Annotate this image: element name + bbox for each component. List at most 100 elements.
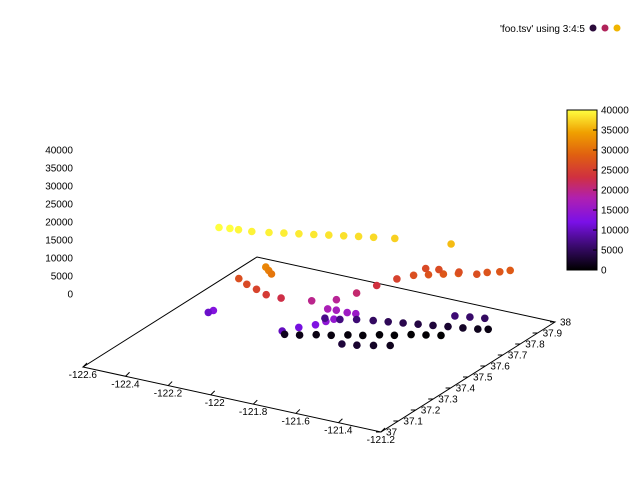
z-tick-label: 15000	[45, 236, 73, 247]
z-tick-label: 30000	[45, 182, 73, 193]
colorbar-tick-label: 10000	[601, 226, 629, 237]
data-point	[481, 314, 489, 323]
z-tick-label: 25000	[45, 200, 73, 211]
x-tick-mark	[82, 362, 88, 368]
data-point	[312, 330, 321, 339]
z-tick-label: 5000	[51, 272, 74, 283]
data-point	[262, 290, 271, 299]
data-point	[280, 330, 289, 339]
data-point	[424, 270, 433, 279]
data-point	[352, 309, 360, 318]
base-plane	[81, 256, 557, 433]
x-tick-label: -121.4	[324, 426, 353, 437]
z-tick-label: 40000	[45, 146, 73, 157]
x-tick-mark	[252, 399, 258, 405]
x-tick-mark	[338, 418, 343, 424]
data-point	[435, 265, 443, 274]
data-point	[399, 319, 407, 327]
x-tick-label: -122.4	[111, 379, 140, 390]
x-tick-label: -121.2	[367, 435, 396, 446]
data-point	[422, 331, 430, 339]
data-point	[390, 331, 399, 340]
data-point	[330, 315, 338, 324]
data-point	[369, 341, 378, 350]
y-tick-label: 38	[560, 318, 572, 329]
data-point	[484, 325, 493, 334]
data-point	[352, 289, 361, 297]
legend: 'foo.tsv' using 3:4:5	[500, 24, 621, 35]
data-point	[338, 340, 346, 348]
z-tick-label: 10000	[45, 254, 73, 265]
data-point	[243, 280, 251, 289]
colorbar-tick-label: 5000	[601, 246, 624, 257]
data-point	[391, 234, 399, 243]
data-point	[372, 281, 381, 290]
data-point	[386, 341, 395, 350]
y-tick-label: 37.4	[456, 384, 476, 395]
data-point	[353, 341, 361, 350]
data-point	[277, 294, 285, 302]
x-tick-mark	[210, 390, 216, 396]
data-point	[226, 224, 234, 233]
x-tick-mark	[380, 427, 386, 433]
data-point	[267, 270, 276, 278]
colorbar-tick-label: 40000	[601, 106, 629, 117]
data-point	[407, 330, 415, 339]
data-point	[384, 318, 393, 326]
data-point	[352, 315, 361, 324]
z-tick-label: 35000	[45, 164, 73, 175]
colorbar	[566, 109, 598, 271]
colorbar-tick-label: 30000	[601, 146, 629, 157]
x-tick-mark	[295, 409, 301, 414]
data-point	[496, 268, 504, 276]
data-point	[466, 313, 474, 321]
x-tick-label: -122.2	[154, 389, 183, 400]
data-point	[474, 325, 482, 333]
legend-swatch-1	[589, 24, 597, 32]
data-point	[473, 270, 481, 279]
data-point	[252, 285, 261, 294]
data-point	[215, 223, 223, 232]
data-point	[375, 331, 384, 339]
colorbar-tick-label: 0	[601, 266, 607, 277]
data-point	[506, 266, 514, 275]
y-tick-label: 37.8	[525, 340, 545, 351]
data-point	[483, 268, 492, 277]
z-tick-label: 20000	[45, 218, 73, 229]
data-point	[354, 232, 363, 241]
legend-label: 'foo.tsv' using 3:4:5	[500, 24, 585, 35]
y-tick-label: 37.6	[490, 362, 510, 373]
data-point	[248, 227, 256, 236]
data-point	[332, 295, 341, 304]
x-tick-label: -121.6	[281, 416, 310, 427]
legend-swatch-3	[613, 24, 621, 32]
x-tick-mark	[125, 371, 130, 377]
data-point	[295, 323, 303, 332]
colorbar-gradient	[566, 109, 598, 271]
data-point	[235, 274, 243, 283]
legend-swatch-2	[601, 24, 609, 32]
data-point	[321, 314, 329, 323]
data-point	[332, 306, 341, 315]
data-point	[369, 233, 378, 242]
data-point	[343, 308, 352, 317]
data-point	[307, 297, 316, 305]
axes-frame	[81, 256, 557, 433]
data-point	[414, 320, 422, 329]
data-point	[455, 268, 463, 276]
x-tick-mark	[167, 381, 173, 386]
data-point	[421, 264, 430, 273]
y-tick-label: 37.2	[421, 406, 441, 417]
colorbar-ticks: 0 5000 10000 15000 20000 25000 30000 35000 40000	[593, 106, 629, 277]
colorbar-tick-label: 15000	[601, 206, 629, 217]
colorbar-tick-label: 25000	[601, 166, 629, 177]
y-tick-label: 37	[386, 428, 398, 439]
x-tick-label: -122	[205, 398, 225, 409]
y-tick-label: 37.9	[543, 329, 563, 340]
data-point	[393, 275, 401, 283]
data-point	[295, 230, 303, 238]
colorbar-tick-label: 20000	[601, 186, 629, 197]
data-point	[437, 331, 445, 340]
y-axis-ticks: 37 37.137.237.337.437.537.637.737.837.938	[376, 318, 572, 439]
